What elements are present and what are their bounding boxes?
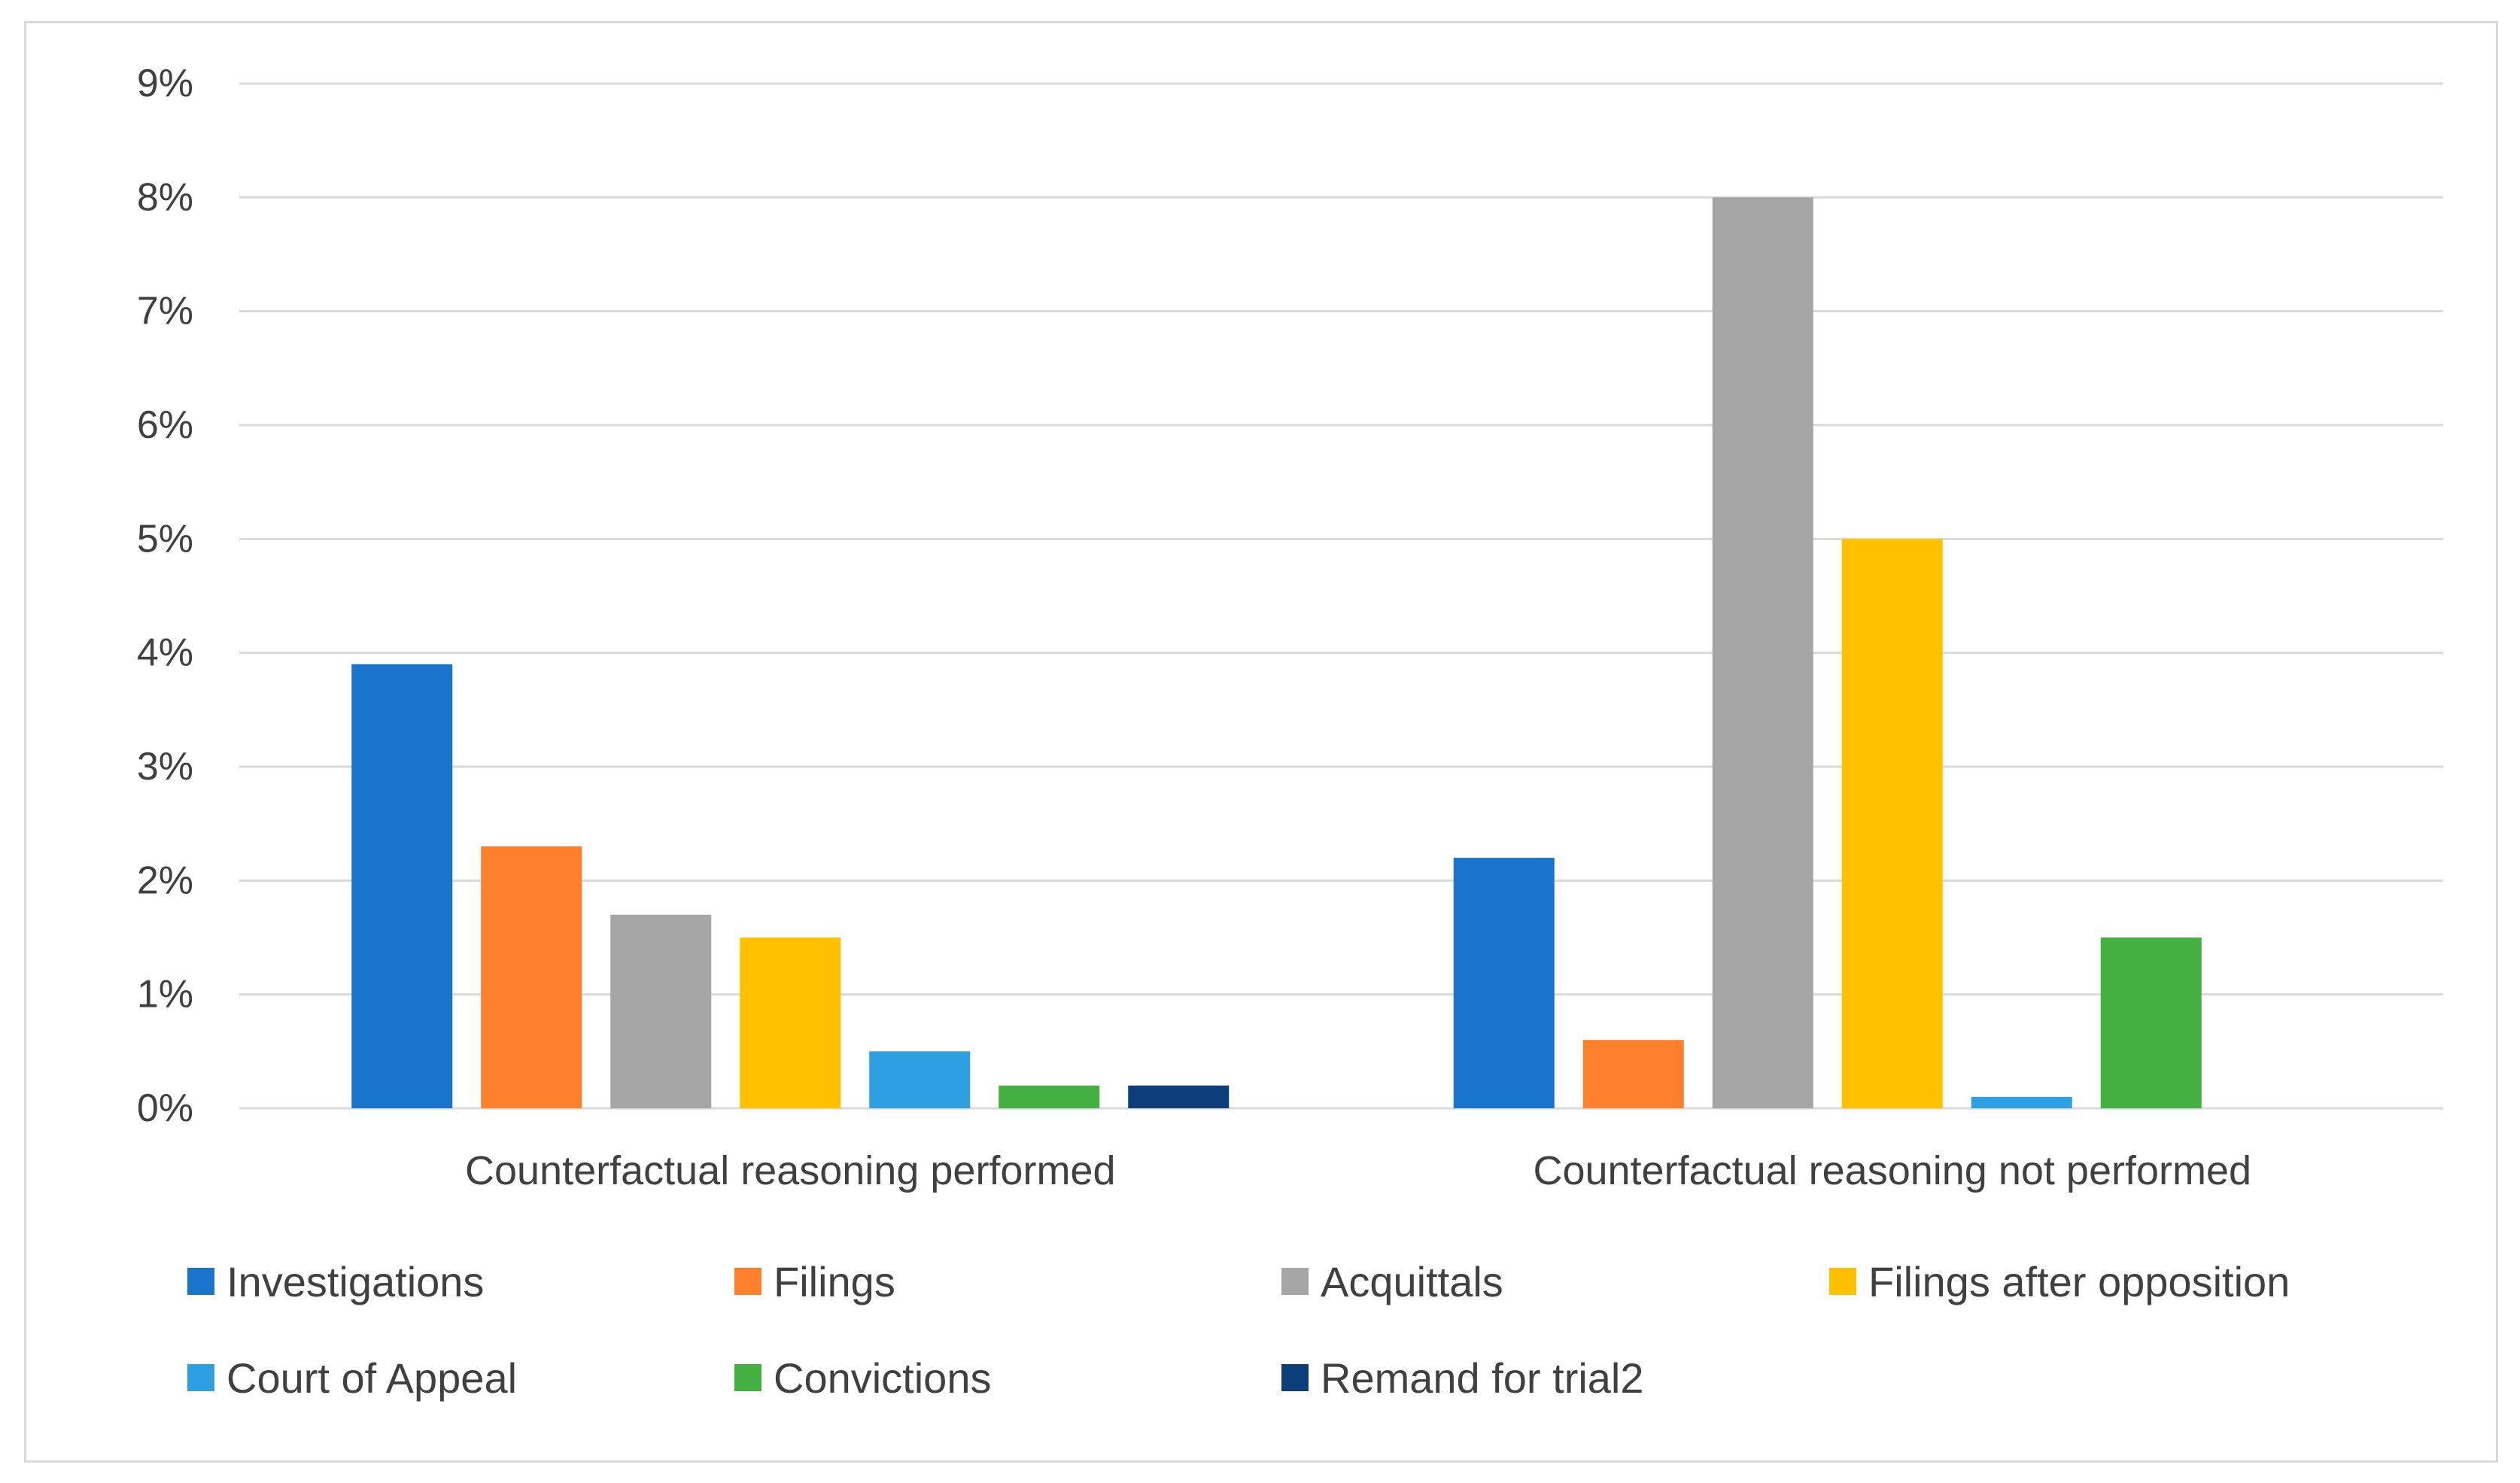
legend-item-remand-for-trial2: Remand for trial2 (1281, 1354, 1644, 1402)
legend-swatch (734, 1268, 761, 1295)
legend-label: Filings (774, 1258, 895, 1305)
x-category-label: Counterfactual reasoning performed (465, 1148, 1116, 1193)
bar-acquittals-2 (1712, 197, 1813, 1109)
bar-filings-2 (1582, 1040, 1684, 1108)
legend-label: Court of Appeal (226, 1354, 517, 1402)
bar-acquittals-1 (610, 914, 712, 1108)
legend-item-filings-after-opposition: Filings after opposition (1829, 1258, 2290, 1305)
legend-label: Acquittals (1321, 1258, 1503, 1305)
legend-swatch (1281, 1364, 1309, 1391)
bar-filings-after-opposition-2 (1841, 539, 1943, 1108)
legend-swatch (1281, 1268, 1309, 1295)
bar-investigations-1 (351, 664, 453, 1108)
bars (351, 197, 2202, 1109)
legend-item-court-of-appeal: Court of Appeal (187, 1354, 517, 1402)
y-tick-label: 7% (137, 290, 193, 333)
bar-court-of-appeal-1 (869, 1051, 971, 1108)
bar-filings-1 (481, 846, 582, 1108)
bar-chart: 0% 1% 2% 3% 4% 5% 6% 7% 8% 9% Counterfactual reas… (137, 62, 2443, 1402)
x-category-label: Counterfactual reasoning not performed (1533, 1148, 2251, 1193)
bar-convictions-1 (999, 1085, 1100, 1108)
legend-label: Remand for trial2 (1321, 1354, 1644, 1402)
bar-remand-for-trial2-1 (1128, 1085, 1230, 1108)
y-tick-label: 8% (137, 175, 193, 219)
gridlines (239, 82, 2443, 1110)
legend-label: Filings after opposition (1868, 1258, 2290, 1305)
y-tick-label: 1% (137, 973, 193, 1017)
legend-item-filings: Filings (734, 1258, 895, 1305)
y-tick-label: 2% (137, 858, 193, 902)
legend-swatch (1829, 1268, 1856, 1295)
legend-label: Convictions (774, 1354, 991, 1402)
legend-swatch (187, 1268, 214, 1295)
legend-swatch (187, 1364, 214, 1391)
y-tick-label: 0% (137, 1086, 193, 1130)
legend: Investigations Filings Acquittals Filings a… (187, 1258, 2290, 1402)
bar-court-of-appeal-2 (1971, 1096, 2072, 1108)
y-tick-label: 4% (137, 631, 193, 675)
legend-label: Investigations (226, 1258, 484, 1305)
legend-swatch (734, 1364, 761, 1391)
y-tick-label: 9% (137, 62, 193, 105)
y-tick-label: 5% (137, 517, 193, 561)
legend-item-convictions: Convictions (734, 1354, 991, 1402)
x-axis-category-labels: Counterfactual reasoning performed Counte… (465, 1148, 2251, 1193)
bar-filings-after-opposition-1 (740, 938, 841, 1108)
legend-item-acquittals: Acquittals (1281, 1258, 1503, 1305)
bar-convictions-2 (2100, 938, 2202, 1108)
legend-item-investigations: Investigations (187, 1258, 484, 1305)
y-tick-label: 3% (137, 745, 193, 789)
y-tick-label: 6% (137, 403, 193, 447)
bar-investigations-2 (1453, 858, 1555, 1108)
chart-frame: 0% 1% 2% 3% 4% 5% 6% 7% 8% 9% Counterfactual reas… (24, 21, 2498, 1463)
y-axis-tick-labels: 0% 1% 2% 3% 4% 5% 6% 7% 8% 9% (137, 62, 193, 1130)
